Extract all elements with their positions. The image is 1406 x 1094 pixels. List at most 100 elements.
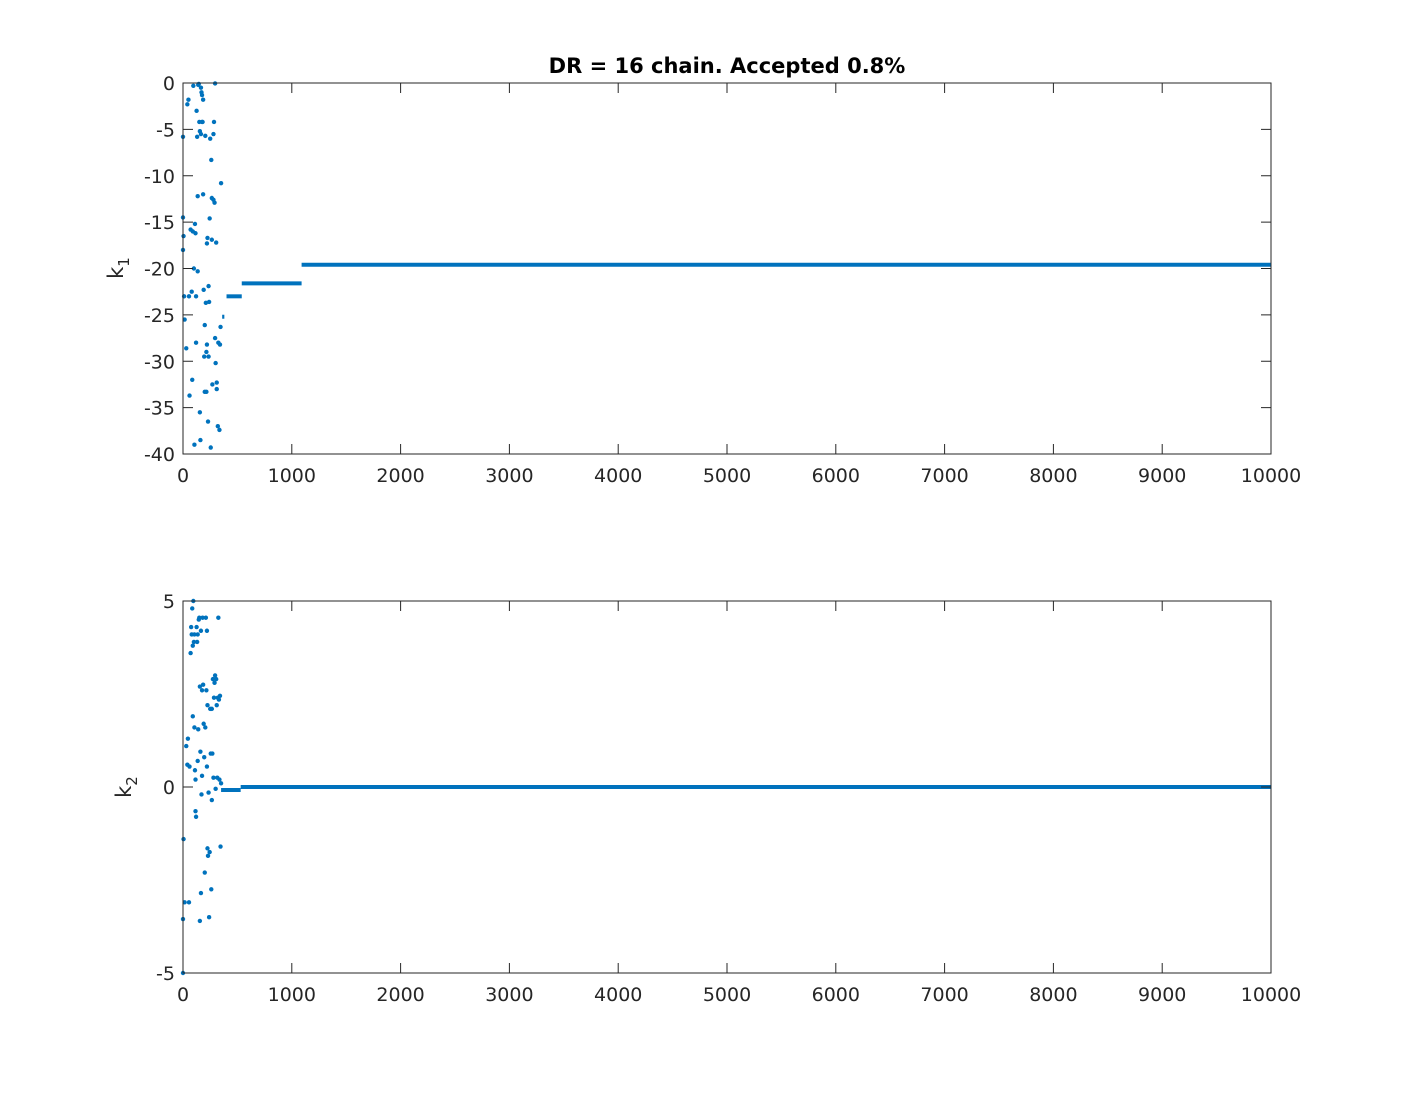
k1-data-point <box>202 322 207 328</box>
k1-data-point <box>218 324 223 330</box>
k1-data-point <box>205 419 211 424</box>
k2-data-point <box>205 846 210 851</box>
k1-data-point <box>207 216 212 221</box>
k1-data-point <box>206 299 212 305</box>
k1-data-point <box>194 134 200 139</box>
k2-data-point <box>207 849 212 855</box>
k2-xtick-label: 2000 <box>376 984 424 1006</box>
k1-data-point <box>204 241 210 246</box>
k1-data-point <box>212 335 218 341</box>
k2-data-point <box>185 736 191 741</box>
k2-data-point <box>191 639 197 645</box>
k2-data-point <box>192 768 198 773</box>
k2-xtick-label: 6000 <box>812 984 860 1006</box>
k1-data-point <box>208 136 213 141</box>
k2-data-point <box>209 887 214 892</box>
subplot-k2: 0 1000 2000 3000 4000 5000 6000 7000 8000 9000 100… <box>112 591 1301 1006</box>
k1-data-point <box>218 180 224 186</box>
k2-data-point <box>216 615 221 620</box>
k2-data-point <box>203 615 209 620</box>
k2-xtick-label: 10000 <box>1241 984 1301 1006</box>
k1-data-point <box>191 83 196 88</box>
k2-data-point <box>213 786 218 792</box>
k1-data-point <box>185 102 190 107</box>
k1-ytick-label: -40 <box>144 444 175 466</box>
k2-data-point <box>209 797 215 803</box>
k2-data-point <box>186 900 192 905</box>
k2-xtick-label: 5000 <box>703 984 751 1006</box>
k1-data-point <box>193 340 199 345</box>
k2-xtick-label: 8000 <box>1029 984 1077 1006</box>
k2-data-point <box>182 900 187 905</box>
k1-data-point <box>206 283 211 289</box>
k1-data-point <box>181 233 186 239</box>
k1-data-point <box>205 235 210 241</box>
k2-data-point <box>212 673 218 678</box>
k2-data-point <box>216 697 222 702</box>
k1-data-point <box>199 92 205 98</box>
k1-ytick-label: -10 <box>144 166 175 188</box>
k1-xtick-label: 8000 <box>1029 465 1077 487</box>
k1-data-point <box>200 119 205 125</box>
k2-data-point <box>200 682 206 687</box>
k2-data-point <box>199 792 204 797</box>
k2-xtick-label: 1000 <box>268 984 316 1006</box>
k2-data-point <box>217 777 222 782</box>
k2-data-point <box>217 693 223 699</box>
k2-data-point <box>197 684 203 689</box>
k2-data-point <box>193 777 198 782</box>
k2-data-point <box>206 915 212 920</box>
k1-xtick-label: 10000 <box>1241 465 1301 487</box>
k2-data-point <box>214 702 219 708</box>
k1-ytick-label: -25 <box>144 305 175 327</box>
k2-data-point <box>192 632 197 637</box>
k1-xtick-label: 1000 <box>268 465 316 487</box>
k2-data-point <box>212 680 217 686</box>
k2-data-point <box>197 918 203 924</box>
k2-data-point <box>213 676 219 682</box>
k2-data-point <box>197 615 202 620</box>
k1-data-point <box>191 266 197 271</box>
k1-data-point <box>213 240 219 245</box>
k1-xtick-label: 0 <box>177 465 189 487</box>
k1-data-point <box>193 231 198 236</box>
k2-data-point <box>198 628 204 633</box>
k2-data-point <box>211 695 217 700</box>
k1-xtick-label: 4000 <box>594 465 642 487</box>
k1-data-point <box>209 157 214 163</box>
k1-data-point <box>198 437 203 443</box>
k2-data-point <box>192 725 197 730</box>
k1-data-point <box>193 294 199 299</box>
k2-ylabel-main: k <box>112 785 136 798</box>
k1-data-point <box>210 382 215 387</box>
k1-data-point <box>192 442 197 447</box>
k1-data-point <box>204 389 209 395</box>
k1-data-point <box>200 192 206 197</box>
k1-data-point <box>186 97 191 102</box>
k1-xtick-label: 7000 <box>920 465 968 487</box>
k2-data-point <box>188 650 193 656</box>
k2-data-point <box>195 632 200 637</box>
k1-ticks: 0 1000 2000 3000 4000 5000 6000 7000 8000 9000 100… <box>144 73 1301 487</box>
k2-ticks: 0 1000 2000 3000 4000 5000 6000 7000 8000 9000 100… <box>156 591 1301 1006</box>
k1-data-point <box>217 427 222 433</box>
k1-data-point <box>198 85 204 90</box>
k1-ytick-label: 0 <box>163 73 175 95</box>
k1-data-point <box>195 269 200 274</box>
k2-data-point <box>210 751 215 756</box>
k2-data-point <box>204 764 210 769</box>
k2-data-point <box>188 624 194 630</box>
k1-data-point <box>189 289 194 294</box>
k2-data-point <box>199 688 205 693</box>
k2-data-point <box>193 808 198 814</box>
k2-ytick-label: 0 <box>163 777 175 799</box>
k2-data-point <box>209 706 215 712</box>
k1-xtick-label: 3000 <box>485 465 533 487</box>
k2-data-point <box>198 749 203 754</box>
k1-data-point <box>214 386 219 392</box>
k2-data-point <box>190 714 195 719</box>
k1-data-point <box>206 354 211 359</box>
k1-data-point <box>195 193 200 199</box>
